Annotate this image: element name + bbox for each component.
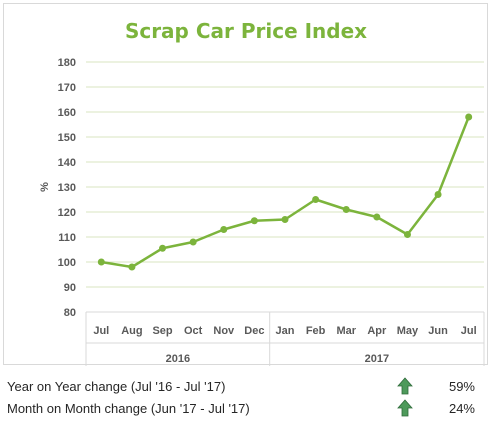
x-tick-label: Apr bbox=[367, 325, 387, 337]
stat-value-mom: 24% bbox=[448, 401, 475, 416]
chart: Scrap Car Price Index 80 90 100 110 120 130 140… bbox=[39, 19, 485, 366]
stat-value-yoy: 59% bbox=[448, 379, 475, 394]
y-tick-label: 90 bbox=[64, 282, 76, 294]
x-tick-label: Dec bbox=[244, 325, 264, 337]
x-tick-label: Jun bbox=[428, 325, 448, 337]
chart-title: Scrap Car Price Index bbox=[125, 19, 367, 43]
x-tick-label: Sep bbox=[152, 325, 172, 337]
stat-label-yoy: Year on Year change (Jul '16 - Jul '17) bbox=[7, 379, 226, 394]
y-tick-label: 160 bbox=[58, 107, 76, 119]
x-tick-label: Nov bbox=[213, 325, 235, 337]
y-tick-label: 140 bbox=[58, 157, 76, 169]
data-point bbox=[434, 191, 442, 198]
chart-frame: Scrap Car Price Index 80 90 100 110 120 130 140… bbox=[3, 3, 488, 366]
data-point bbox=[342, 206, 350, 213]
y-tick-label: 170 bbox=[58, 82, 76, 94]
x-tick-label: Mar bbox=[336, 325, 356, 337]
x-tick-label: Aug bbox=[121, 325, 142, 337]
x-tick-label: Jan bbox=[276, 325, 295, 337]
y-tick-label: 150 bbox=[58, 132, 76, 144]
data-point bbox=[220, 226, 228, 233]
data-point bbox=[97, 258, 105, 266]
up-arrow-icon bbox=[397, 377, 413, 395]
data-point bbox=[403, 231, 411, 238]
stat-row-mom: Month on Month change (Jun '17 - Jul '17… bbox=[7, 399, 487, 419]
stat-row-yoy: Year on Year change (Jul '16 - Jul '17) … bbox=[7, 377, 487, 397]
data-point bbox=[128, 263, 136, 271]
data-point bbox=[312, 196, 320, 203]
data-point bbox=[465, 113, 473, 121]
y-tick-label: 100 bbox=[58, 257, 76, 269]
x-tick-label: Oct bbox=[184, 325, 203, 337]
data-point bbox=[159, 244, 167, 252]
y-tick-label: 110 bbox=[58, 232, 76, 244]
x-tick-label: Feb bbox=[306, 325, 326, 337]
stat-label-mom: Month on Month change (Jun '17 - Jul '17… bbox=[7, 401, 250, 416]
data-point bbox=[373, 213, 381, 221]
y-tick-label: 130 bbox=[58, 182, 76, 194]
y-tick-label: 80 bbox=[64, 307, 76, 319]
x-tick-label: Jul bbox=[461, 325, 477, 337]
up-arrow-icon bbox=[397, 399, 413, 417]
data-point bbox=[189, 238, 197, 246]
y-tick-label: 120 bbox=[58, 207, 76, 219]
x-tick-label: May bbox=[397, 325, 419, 337]
y-tick-label: 180 bbox=[58, 57, 76, 69]
x-tick-label: Jul bbox=[93, 325, 109, 337]
x-group-label: 2016 bbox=[166, 353, 190, 365]
y-axis-label: % bbox=[39, 182, 51, 192]
x-group-label: 2017 bbox=[365, 353, 389, 365]
data-point bbox=[250, 217, 258, 225]
data-point bbox=[281, 216, 289, 223]
series-line bbox=[101, 116, 470, 269]
